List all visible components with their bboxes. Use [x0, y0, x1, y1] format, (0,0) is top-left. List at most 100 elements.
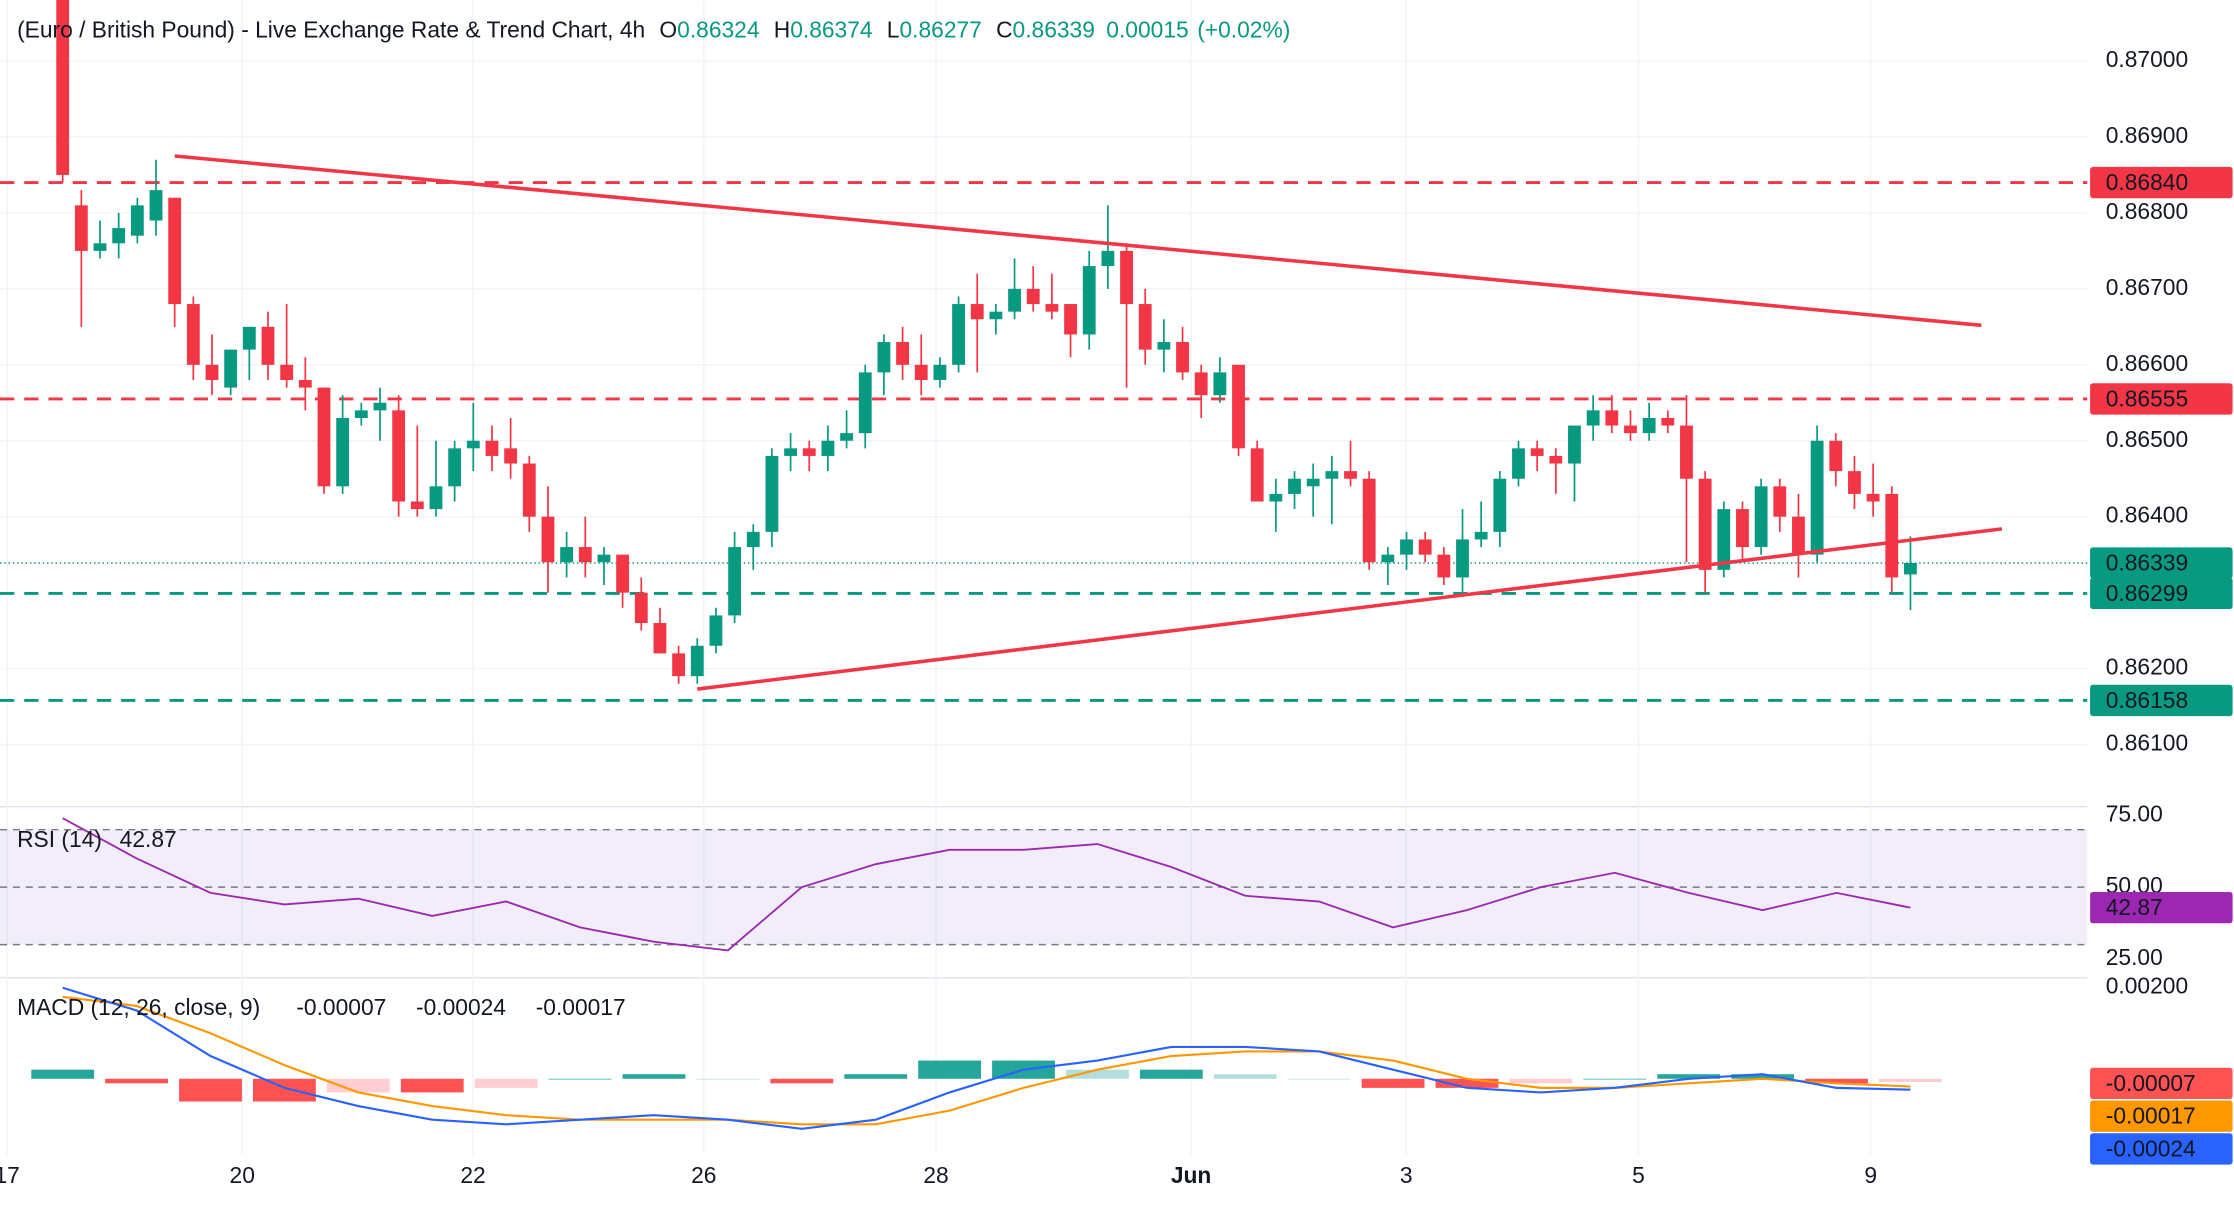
candle-body — [224, 349, 238, 388]
candle-body — [74, 205, 88, 251]
macd-tag — [2090, 1067, 2233, 1100]
candle-body — [690, 645, 704, 677]
candle-body — [1045, 304, 1059, 312]
candle-body — [149, 190, 163, 221]
macd-tag — [2090, 1133, 2233, 1165]
candle-body — [1474, 531, 1488, 540]
candle-body — [280, 364, 294, 380]
y-tick-label: 0.86500 — [2106, 426, 2188, 452]
candle-body — [634, 592, 648, 624]
candle-body — [485, 440, 499, 456]
candle-body — [1717, 509, 1731, 570]
macd-histogram-bar — [1435, 1078, 1499, 1088]
macd-histogram-bar — [1879, 1078, 1942, 1082]
x-tick-label: 5 — [1632, 1162, 1645, 1188]
y-tick-label: 0.86800 — [2106, 198, 2188, 224]
macd-tag-label: -0.00007 — [2106, 1070, 2196, 1096]
candle-body — [746, 531, 760, 548]
candle-body — [970, 304, 984, 320]
candle-body — [914, 364, 928, 380]
candle-body — [1568, 425, 1581, 464]
candle-body — [578, 547, 592, 563]
candle-body — [1512, 448, 1525, 479]
candle-body — [802, 448, 816, 456]
price-tag-label: 0.86840 — [2106, 169, 2188, 195]
candle-body — [429, 486, 443, 510]
candle-body — [1549, 455, 1563, 464]
macd-signal-value: -0.00017 — [536, 994, 626, 1020]
y-tick-label: 0.86600 — [2106, 350, 2188, 376]
macd-histogram-bar — [326, 1078, 390, 1093]
candle-body — [1829, 440, 1843, 472]
candle-body — [560, 547, 574, 563]
macd-histogram-bar — [1287, 1078, 1351, 1080]
macd-histogram-bar — [1805, 1078, 1868, 1084]
candle-body — [336, 417, 350, 487]
candle-body — [1269, 493, 1283, 502]
header-title: (Euro / British Pound) - Live Exchange R… — [17, 17, 645, 43]
y-tick-label: 0.86100 — [2106, 730, 2188, 756]
trendline — [697, 527, 2003, 691]
rsi-line — [62, 817, 1911, 952]
candle-body — [765, 455, 779, 532]
macd-line — [62, 986, 1911, 1130]
candle-body — [1586, 410, 1600, 426]
candle-body — [1848, 471, 1861, 494]
candle-body — [1157, 342, 1171, 350]
candle-body — [93, 243, 107, 251]
candle-body — [1885, 493, 1899, 578]
x-tick-label: 28 — [923, 1162, 948, 1188]
candle-body — [896, 342, 909, 365]
candle-body — [616, 554, 630, 593]
macd-histogram-bar — [1361, 1078, 1425, 1088]
candle-body — [1101, 250, 1115, 267]
macd-histogram-bar — [696, 1078, 760, 1080]
candle-body — [653, 623, 667, 654]
ohlc-name: L — [887, 17, 900, 43]
candle-body — [1418, 539, 1432, 555]
candle-body — [1736, 509, 1749, 548]
macd-histogram-bar — [918, 1060, 982, 1079]
macd-histogram-bar — [1657, 1074, 1721, 1079]
candle-body — [1325, 471, 1339, 479]
macd-histogram-bar — [1583, 1078, 1647, 1080]
candle-body — [205, 364, 219, 380]
price-tag — [2090, 547, 2233, 579]
ohlc-value: 0.86277 — [899, 17, 981, 43]
candle-body — [1642, 417, 1656, 434]
candle-body — [1400, 539, 1413, 555]
candle-body — [1288, 478, 1301, 494]
candle-body — [1138, 304, 1152, 350]
x-tick-label: 9 — [1864, 1162, 1877, 1188]
macd-tag-label: -0.00017 — [2106, 1103, 2196, 1129]
candle-body — [821, 440, 835, 456]
candle-body — [1026, 288, 1040, 305]
candle-body — [504, 448, 518, 464]
ohlc-name: O — [659, 17, 677, 43]
candle-body — [261, 326, 275, 365]
candle-body — [1232, 364, 1245, 449]
price-tag — [2090, 383, 2233, 415]
macd-histogram-bar — [253, 1078, 316, 1102]
candle-body — [1250, 448, 1264, 502]
candle-body — [466, 440, 480, 449]
macd-tag-label: -0.00024 — [2106, 1135, 2196, 1161]
candle-body — [709, 615, 723, 646]
change-value: 0.00015 — [1106, 17, 1188, 43]
macd-histogram-bar — [1139, 1069, 1203, 1079]
candle-body — [130, 205, 144, 236]
macd-histogram-bar — [1731, 1074, 1795, 1079]
candle-body — [989, 311, 1003, 320]
rsi-value: 42.87 — [120, 826, 177, 852]
ohlc-value: 0.86324 — [677, 17, 759, 43]
x-tick-label: 20 — [230, 1162, 255, 1188]
candle-body — [1754, 486, 1768, 548]
y-tick-label: 0.86700 — [2106, 274, 2188, 300]
candle-body — [168, 197, 182, 305]
header: (Euro / British Pound) - Live Exchange R… — [17, 17, 1290, 43]
candle-body — [1904, 563, 1917, 575]
candle-body — [1773, 486, 1787, 517]
